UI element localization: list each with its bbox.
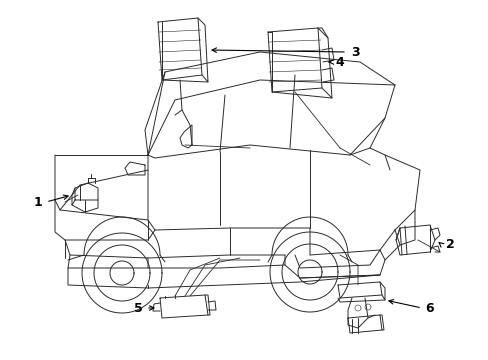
Text: 5: 5 [133, 302, 142, 315]
Text: 1: 1 [34, 195, 42, 208]
Text: 2: 2 [445, 238, 453, 252]
Text: 3: 3 [350, 45, 359, 58]
Text: 6: 6 [425, 302, 433, 315]
Text: 4: 4 [335, 55, 344, 68]
